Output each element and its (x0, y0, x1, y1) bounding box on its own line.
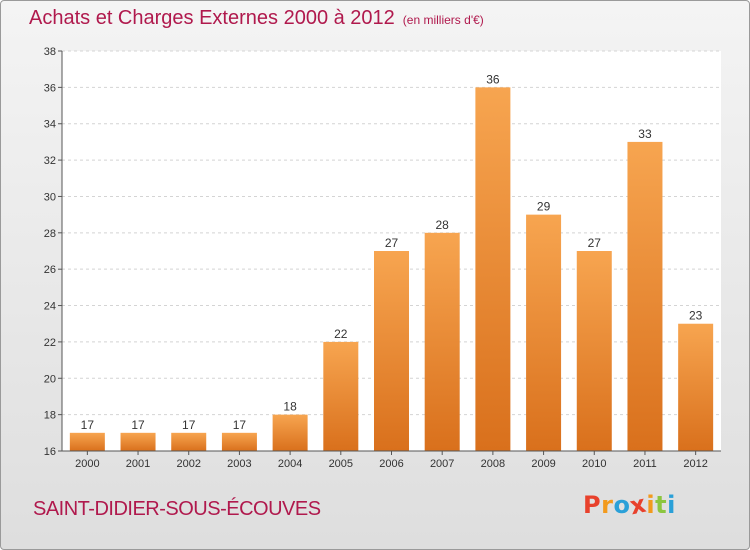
bar-2008 (475, 87, 511, 451)
bar-2002 (171, 432, 207, 451)
logo-letter: i (667, 491, 676, 519)
data-label-2005: 22 (334, 327, 348, 341)
x-tick-label-2001: 2001 (126, 458, 150, 470)
x-tick-label-2002: 2002 (176, 458, 200, 470)
y-tick-label: 18 (44, 410, 56, 422)
bar-2000 (69, 432, 105, 451)
data-label-2004: 18 (283, 400, 297, 414)
data-label-2002: 17 (182, 418, 196, 432)
x-tick-label-2000: 2000 (75, 458, 99, 470)
x-tick-label-2008: 2008 (481, 458, 505, 470)
x-tick-label-2010: 2010 (582, 458, 606, 470)
x-tick-label-2003: 2003 (227, 458, 251, 470)
bar-2004 (272, 414, 308, 451)
y-tick-label: 28 (44, 228, 56, 240)
x-tick-label-2009: 2009 (531, 458, 555, 470)
data-label-2007: 28 (436, 218, 450, 232)
chart-title-text: Achats et Charges Externes 2000 à 2012 (29, 7, 395, 29)
y-tick-label: 20 (44, 373, 56, 385)
bar-2012 (678, 323, 714, 451)
bar-2005 (323, 341, 359, 451)
y-tick-label: 36 (44, 82, 56, 94)
y-tick-label: 26 (44, 264, 56, 276)
bar-2009 (526, 214, 562, 451)
logo-letter: t (655, 491, 668, 519)
data-label-2003: 17 (233, 418, 247, 432)
y-tick-label: 22 (44, 337, 56, 349)
logo-letter: P (583, 491, 602, 519)
x-tick-label-2012: 2012 (683, 458, 707, 470)
y-tick-label: 24 (44, 301, 56, 313)
logo-letter: r (601, 491, 614, 519)
x-tick-label-2007: 2007 (430, 458, 454, 470)
data-label-2009: 29 (537, 200, 551, 214)
chart-subtitle: (en milliers d'€) (402, 13, 484, 27)
bar-2006 (374, 251, 409, 451)
logo-letter: i (646, 491, 656, 519)
y-tick-label: 30 (44, 191, 56, 203)
data-label-2006: 27 (385, 236, 399, 250)
data-label-2000: 17 (81, 418, 95, 432)
data-label-2001: 17 (131, 418, 145, 432)
commune-name: SAINT-DIDIER-SOUS-ÉCOUVES (33, 498, 321, 520)
y-tick-label: 38 (44, 46, 56, 58)
proxiti-logo: Proxiti (583, 490, 676, 521)
bar-2011 (627, 141, 663, 451)
x-tick-label-2006: 2006 (379, 458, 403, 470)
x-tick-label-2011: 2011 (633, 458, 657, 470)
y-tick-label: 16 (44, 446, 56, 458)
y-tick-label: 34 (44, 119, 56, 131)
data-label-2012: 23 (689, 309, 703, 323)
bar-2003 (221, 432, 257, 451)
x-tick-label-2004: 2004 (278, 458, 302, 470)
data-label-2008: 36 (486, 72, 500, 86)
chart-title: Achats et Charges Externes 2000 à 2012 (e… (29, 7, 484, 30)
data-label-2011: 33 (638, 127, 652, 141)
bar-2007 (424, 232, 460, 451)
x-tick-label-2005: 2005 (329, 458, 353, 470)
bar-2010 (576, 251, 612, 451)
y-tick-label: 32 (44, 155, 56, 167)
data-label-2010: 27 (588, 236, 602, 250)
logo-letter: o (613, 491, 631, 519)
bar-2001 (120, 432, 156, 451)
